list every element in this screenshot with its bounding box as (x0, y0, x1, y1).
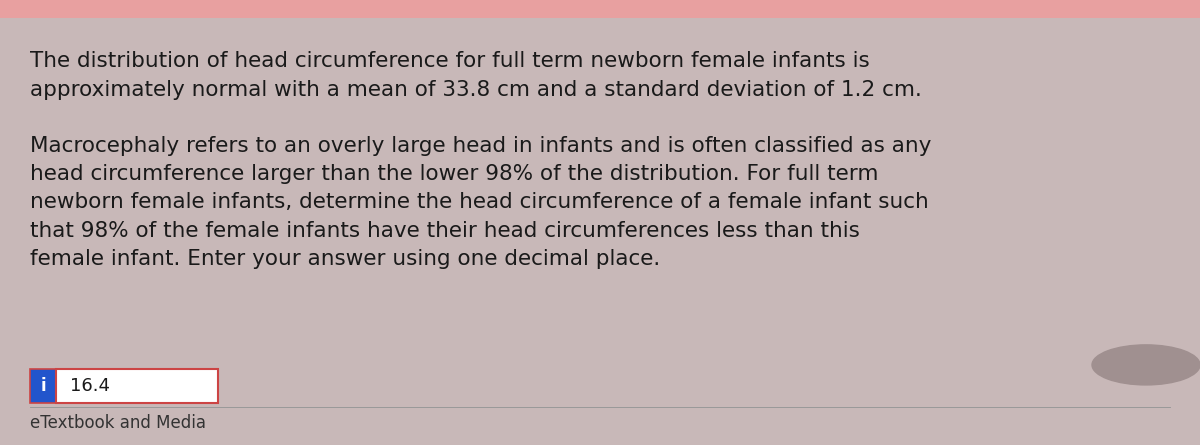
Text: eTextbook and Media: eTextbook and Media (30, 414, 206, 432)
FancyBboxPatch shape (0, 0, 1200, 18)
FancyBboxPatch shape (30, 369, 56, 403)
Text: 16.4: 16.4 (70, 377, 109, 395)
FancyBboxPatch shape (56, 369, 218, 403)
Circle shape (1092, 345, 1200, 385)
Text: The distribution of head circumference for full term newborn female infants is
a: The distribution of head circumference f… (30, 51, 922, 100)
Text: i: i (41, 377, 46, 395)
Text: Macrocephaly refers to an overly large head in infants and is often classified a: Macrocephaly refers to an overly large h… (30, 136, 931, 269)
